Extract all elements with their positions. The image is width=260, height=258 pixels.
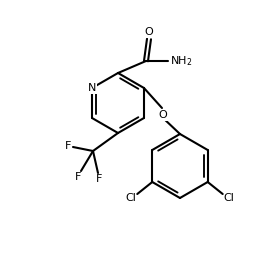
Text: Cl: Cl	[223, 193, 234, 203]
Text: N: N	[88, 83, 96, 93]
Text: F: F	[75, 172, 81, 182]
Text: F: F	[96, 174, 102, 184]
Text: O: O	[159, 110, 167, 120]
Text: Cl: Cl	[126, 193, 137, 203]
Text: O: O	[145, 27, 153, 37]
Text: F: F	[65, 141, 71, 151]
Text: NH$_2$: NH$_2$	[170, 54, 193, 68]
